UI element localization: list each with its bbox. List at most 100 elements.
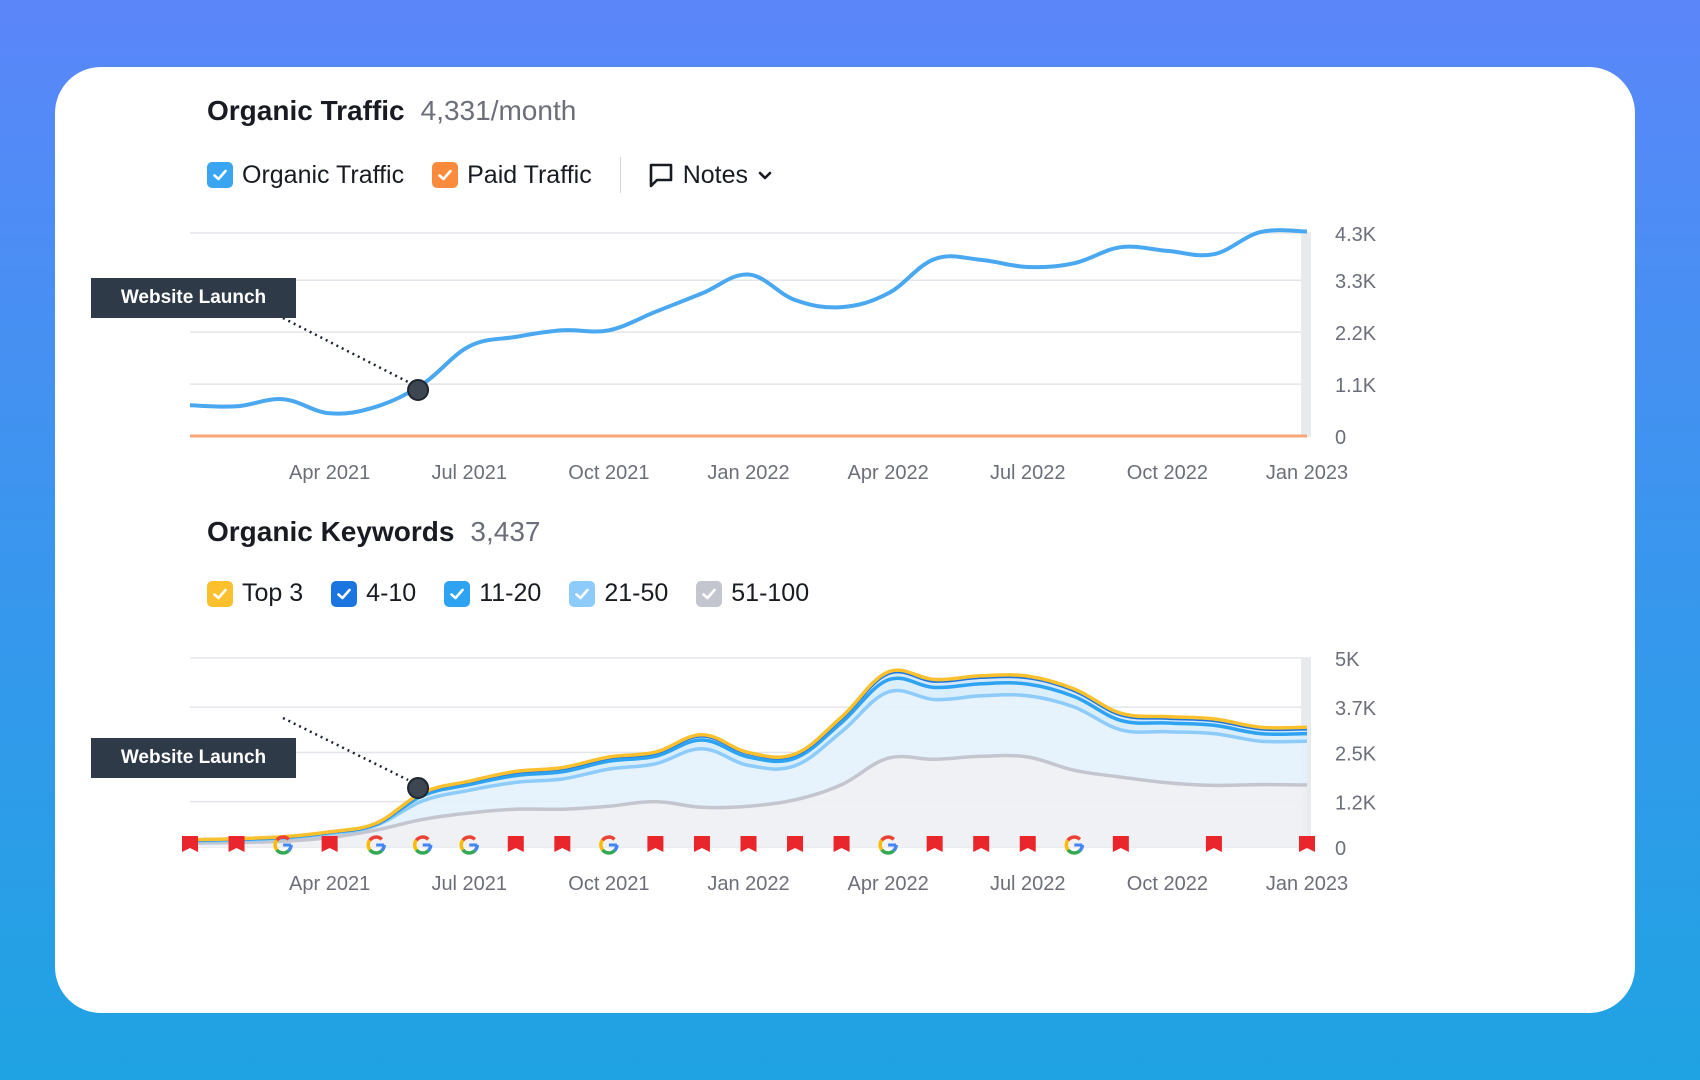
annotation-dot[interactable] [407,379,430,401]
x-tick-label: Jul 2022 [990,462,1066,484]
website-launch-annotation: Website Launch [91,738,296,778]
checkbox-icon[interactable] [331,580,358,607]
x-tick-label: Jan 2022 [707,462,789,484]
keywords-legend: Top 3 4-10 11-20 21-50 51-100 [207,579,837,608]
flag-icon[interactable] [507,836,524,852]
traffic-header: Organic Traffic 4,331/month [207,95,576,127]
annotation-leader [282,716,409,782]
flag-icon[interactable] [1299,836,1315,852]
x-tick-label: Apr 2021 [289,873,370,895]
traffic-legend: Organic Traffic Paid Traffic Notes [207,157,774,193]
x-axis: Apr 2021 Jul 2021 Oct 2021 Jan 2022 Apr 2022… [289,462,1348,484]
flag-icon[interactable] [740,836,757,852]
annotation-connector [282,316,430,401]
flag-icon[interactable] [1205,836,1222,852]
keywords-chart: 0 1.2K 2.5K 3.7K 5K Apr 2021 Jul 2021 Oct 2021… [182,649,1377,895]
y-tick-label: 0 [1335,838,1346,860]
x-tick-label: Apr 2022 [848,873,929,895]
event-markers [182,835,1315,855]
x-tick-label: Jul 2021 [431,462,507,484]
flag-icon[interactable] [787,836,804,852]
legend-divider [619,157,621,193]
series-line-organic-traffic [189,228,1308,416]
y-tick-label: 2.2K [1335,323,1377,345]
dashboard-card: Organic Traffic 4,331/month Organic Traf… [55,67,1635,1013]
checkbox-icon[interactable] [207,162,233,188]
flag-icon[interactable] [321,836,338,852]
x-tick-label: Jul 2021 [431,873,507,895]
google-update-icon[interactable] [366,835,386,855]
google-update-icon[interactable] [599,835,619,855]
area-51-100 [190,755,1307,847]
y-tick-label: 0 [1335,427,1346,449]
legend-paid-traffic[interactable]: Paid Traffic [432,161,592,190]
checkbox-icon[interactable] [569,580,596,607]
legend-label: 4-10 [366,579,417,607]
google-update-icon[interactable] [459,835,479,855]
x-tick-label: Oct 2022 [1127,873,1208,895]
keywords-header: Organic Keywords 3,437 [207,516,540,548]
legend-label: 21-50 [604,579,669,607]
x-tick-label: Jan 2023 [1266,462,1348,484]
checkbox-icon[interactable] [444,580,471,607]
traffic-value: 4,331/month [420,95,577,126]
google-update-icon[interactable] [1064,835,1085,855]
flag-icon[interactable] [926,836,943,852]
checkbox-icon[interactable] [207,580,233,607]
legend-label: Paid Traffic [467,160,592,189]
series-line-top-3 [189,668,1308,842]
legend-item-11-20[interactable]: 11-20 [444,579,541,608]
chevron-down-icon [758,171,772,180]
y-tick-label: 5K [1335,649,1360,671]
flag-icon[interactable] [1112,836,1129,852]
legend-label: 51-100 [731,579,810,607]
legend-label: 11-20 [479,579,542,607]
flag-icon[interactable] [647,836,664,852]
x-tick-label: Apr 2022 [848,462,929,484]
traffic-chart: 0 1.1K 2.2K 3.3K 4.3K Apr 2021 Jul 2021 Oct 20… [189,224,1377,484]
flag-icon[interactable] [973,836,990,852]
flag-icon[interactable] [182,836,198,852]
x-tick-label: Jul 2022 [990,873,1066,895]
series-line-51-100 [189,753,1308,845]
flag-icon[interactable] [693,836,710,852]
google-update-icon[interactable] [878,835,898,855]
x-tick-label: Oct 2022 [1127,462,1208,484]
legend-item-21-50[interactable]: 21-50 [569,579,668,608]
keywords-title: Organic Keywords [207,516,455,547]
legend-item-4-10[interactable]: 4-10 [331,579,416,608]
google-update-icon[interactable] [413,835,433,855]
y-axis: 0 1.1K 2.2K 3.3K 4.3K [1335,224,1377,449]
y-tick-label: 2.5K [1335,744,1377,766]
checkbox-icon[interactable] [432,162,459,188]
annotation-connector [282,716,430,799]
flag-icon[interactable] [1019,836,1036,852]
legend-organic-traffic[interactable]: Organic Traffic [207,161,404,190]
google-update-icon[interactable] [273,835,293,855]
x-tick-label: Oct 2021 [568,462,649,484]
y-tick-label: 4.3K [1335,224,1377,246]
flag-icon[interactable] [554,836,571,852]
y-tick-label: 1.1K [1335,375,1377,397]
x-tick-label: Jan 2022 [707,873,789,895]
keywords-value: 3,437 [470,516,541,547]
legend-label: Top 3 [242,579,304,607]
x-axis: Apr 2021 Jul 2021 Oct 2021 Jan 2022 Apr 2022… [289,873,1348,895]
annotation-dot[interactable] [407,777,430,799]
legend-label: Organic Traffic [242,160,405,189]
legend-item-top-3[interactable]: Top 3 [207,579,303,608]
y-tick-label: 3.7K [1335,698,1377,720]
website-launch-annotation: Website Launch [91,278,296,318]
flag-icon[interactable] [833,836,850,852]
notes-dropdown[interactable]: Notes [647,161,774,190]
series-group [189,228,1308,438]
checkbox-icon[interactable] [696,580,723,607]
x-tick-label: Apr 2021 [289,462,370,484]
legend-item-51-100[interactable]: 51-100 [696,579,809,608]
flag-icon[interactable] [228,836,245,852]
area-group [189,668,1308,847]
x-tick-label: Jan 2023 [1266,873,1348,895]
area-11-20 [190,678,1307,842]
comment-icon [649,163,673,188]
x-tick-label: Oct 2021 [568,873,649,895]
